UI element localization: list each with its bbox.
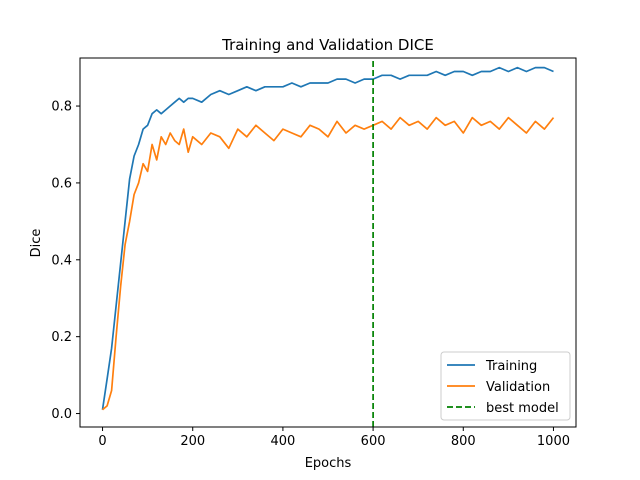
- x-tick-label: 200: [180, 434, 205, 449]
- legend-label-validation: Validation: [486, 380, 550, 395]
- x-tick-label: 800: [451, 434, 476, 449]
- axes-frame: [79, 57, 577, 428]
- y-tick-label: 0.8: [51, 100, 72, 115]
- legend-label-best-model: best model: [486, 401, 559, 416]
- x-axis-label: Epochs: [305, 456, 352, 471]
- y-tick-label: 0.4: [51, 253, 72, 268]
- legend-box: [440, 351, 571, 421]
- y-axis-label: Dice: [29, 229, 44, 258]
- y-tick-label: 0.6: [51, 176, 72, 191]
- y-tick-label: 0.2: [51, 330, 72, 345]
- x-tick-label: 600: [361, 434, 386, 449]
- legend-label-training: Training: [485, 359, 537, 374]
- y-axis-ticks: 0.0 0.2 0.4 0.6 0.8: [51, 100, 80, 422]
- chart-title: Training and Validation DICE: [221, 36, 434, 54]
- x-tick-label: 1000: [537, 434, 570, 449]
- legend: Training Validation best model: [440, 351, 571, 421]
- x-axis-ticks: 0 200 400 600 800 1000: [98, 427, 570, 449]
- plot-lines: [101, 58, 555, 427]
- series-line-validation: [101, 116, 555, 411]
- x-tick-label: 0: [98, 434, 106, 449]
- y-tick-label: 0.0: [51, 407, 72, 422]
- series-line-training: [101, 66, 554, 410]
- x-tick-label: 400: [270, 434, 295, 449]
